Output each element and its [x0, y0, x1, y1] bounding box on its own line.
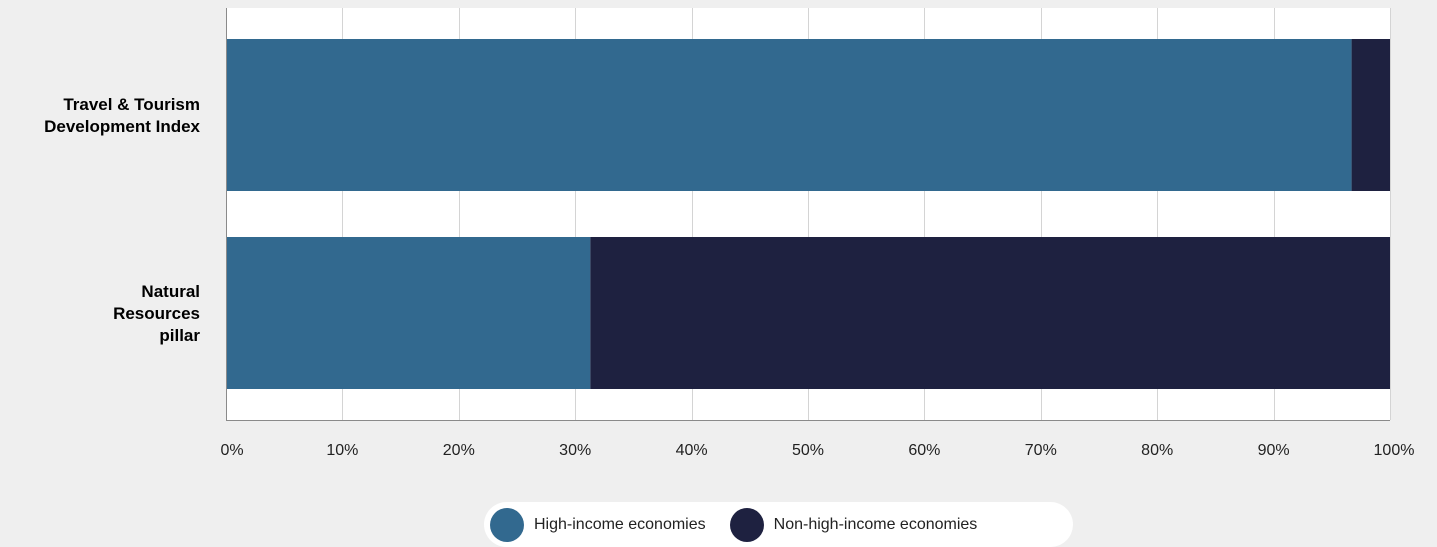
legend-swatch-non-high-income: [729, 507, 764, 542]
x-tick-label: 90%: [1258, 442, 1290, 459]
legend-label-high-income: High-income economies: [534, 515, 706, 533]
legend-item-non-high-income: Non-high-income economies: [729, 507, 978, 542]
x-tick-label: 80%: [1141, 442, 1173, 459]
x-tick-label: 40%: [676, 442, 708, 459]
legend-item-high-income: High-income economies: [490, 507, 706, 542]
bar-non-high-income-0: [1351, 39, 1390, 191]
bar-non-high-income-1: [590, 237, 1390, 389]
x-tick-label: 60%: [908, 442, 940, 459]
legend: High-income economies Non-high-income ec…: [484, 502, 1073, 547]
category-label: Travel & Tourism Development Index: [44, 95, 200, 136]
stacked-bar-chart: Travel & Tourism Development Index Natural…: [44, 8, 1415, 459]
legend-swatch-high-income: [490, 507, 524, 542]
bar-high-income-1: [226, 237, 591, 389]
x-tick-label: 70%: [1025, 442, 1057, 459]
x-tick-label: 20%: [443, 442, 475, 459]
x-tick-label: 100%: [1374, 442, 1415, 459]
category-label: Natural Resources pillar: [113, 282, 200, 345]
legend-label-non-high-income: Non-high-income economies: [773, 515, 978, 533]
x-tick-label: 50%: [792, 442, 824, 459]
x-tick-label: 0%: [220, 442, 243, 459]
x-tick-label: 30%: [559, 442, 591, 459]
x-tick-label: 10%: [326, 442, 358, 459]
bar-high-income-0: [226, 39, 1352, 191]
